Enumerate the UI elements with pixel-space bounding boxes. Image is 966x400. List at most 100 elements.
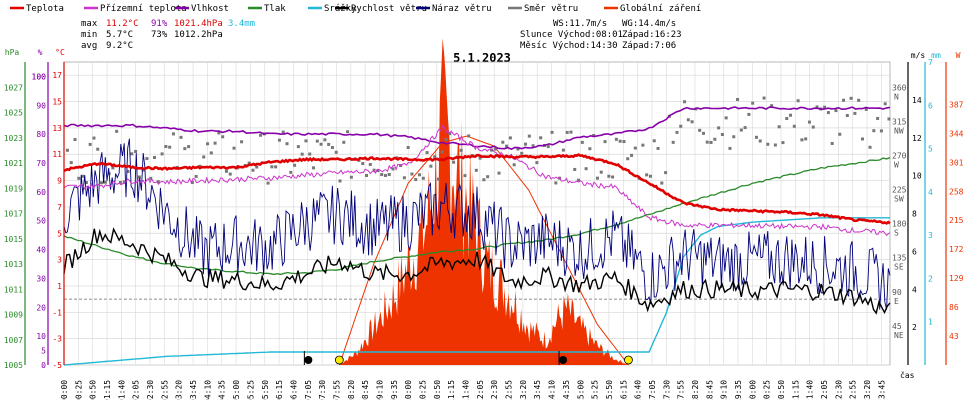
wind-direction-point [671, 140, 675, 144]
wind-direction-point [800, 138, 804, 142]
humidity-tick-label: 70 [36, 159, 46, 168]
wind-direction-point [645, 173, 649, 177]
wind-direction-point [361, 162, 365, 166]
wind-direction-point [122, 180, 126, 184]
temperature-tick-label: 17 [52, 71, 62, 80]
stats-max-hum: 91% [151, 19, 168, 29]
x-tick-label: 22:55 [849, 380, 858, 400]
wind-direction-point [198, 164, 202, 168]
wind-direction-point [421, 176, 425, 180]
wind-direction-point [217, 131, 221, 135]
x-tick-label: 04:10 [203, 380, 212, 400]
humidity-tick-label: 5 [41, 347, 46, 356]
wind-direction-point [705, 140, 709, 144]
wind-direction-point [633, 146, 637, 150]
wind-direction-point [368, 162, 372, 166]
temperature-axis-unit: °C [55, 48, 65, 57]
wind-direction-point [145, 157, 149, 161]
radiation-tick-label: 43 [949, 332, 959, 341]
wind-direction-point [387, 173, 391, 177]
legend: Teplota Přízemní teplota Vlhkost Tlak Sr… [10, 4, 701, 14]
wind-tick-label: 14 [912, 96, 922, 105]
x-tick-label: 00:00 [60, 380, 69, 400]
moon-rise: Měsíc Východ:14:30 [520, 41, 618, 51]
rain-tick-label: 1 [928, 318, 933, 327]
wind-direction-point [327, 142, 331, 146]
wind-direction-point [224, 169, 228, 173]
wind-direction-point [592, 133, 596, 137]
wind-direction-point [770, 104, 774, 108]
wind-direction-point [758, 139, 762, 143]
wind-direction-point [868, 145, 872, 149]
moon-marker [304, 356, 313, 364]
wind-direction-point [717, 126, 721, 130]
wind-direction-point [876, 116, 880, 120]
pressure-tick-label: 1025 [4, 109, 23, 118]
wind-direction-point [467, 134, 471, 138]
x-tick-label: 17:05 [648, 380, 657, 400]
wind-direction-point [887, 117, 891, 121]
pressure-tick-label: 1007 [4, 336, 23, 345]
wind-direction-point [630, 153, 634, 157]
wind-direction-point [418, 173, 422, 177]
x-tick-label: 08:45 [361, 380, 370, 400]
stats-avg-label: avg [81, 41, 97, 51]
x-tick-label: 05:50 [261, 380, 270, 400]
direction-tick-label: S [894, 229, 899, 238]
radiation-tick-label: 86 [949, 303, 959, 312]
wind-direction-point [429, 164, 433, 168]
wind-direction-point [459, 148, 463, 152]
pressure-tick-label: 1011 [4, 285, 23, 294]
x-tick-label: 05:25 [246, 380, 255, 400]
wind-direction-point [277, 138, 281, 142]
wind-direction-point [796, 99, 800, 103]
pressure-axis-unit: hPa [5, 48, 20, 57]
x-tick-label: 11:15 [447, 380, 456, 400]
wind-direction-point [187, 145, 191, 149]
legend-teplota: Teplota [26, 4, 64, 14]
humidity-tick-label: 60 [36, 188, 46, 197]
wind-direction-point [595, 176, 599, 180]
x-tick-label: 03:20 [175, 380, 184, 400]
x-tick-label: 10:50 [433, 380, 442, 400]
wind-direction-point [648, 174, 652, 178]
x-tick-label: 06:15 [275, 380, 284, 400]
wind-direction-point [584, 167, 588, 171]
wind-direction-point [879, 129, 883, 133]
series-naraz-vetru [63, 138, 891, 310]
direction-tick-number: 225 [892, 186, 907, 195]
wind-direction-point [118, 180, 122, 184]
wind-direction-point [569, 130, 573, 134]
wind-direction-point [516, 147, 520, 151]
wind-direction-point [251, 168, 255, 172]
temperature-tick-label: 9 [57, 177, 62, 186]
stats-max-press: 1021.4hPa [174, 19, 223, 29]
x-tick-label: 16:40 [634, 380, 643, 400]
x-tick-label: 04:35 [218, 380, 227, 400]
pressure-tick-label: 1021 [4, 159, 23, 168]
wind-direction-point [149, 176, 153, 180]
wind-direction-point [739, 128, 743, 132]
series-tlak [63, 156, 891, 276]
plot-series [63, 38, 891, 366]
wind-direction-point [883, 102, 887, 106]
pressure-tick-label: 1009 [4, 311, 23, 320]
wind-direction-point [683, 100, 687, 104]
wind-direction-point [160, 152, 164, 156]
stats-min-press: 1012.2hPa [174, 30, 223, 40]
x-tick-label: 19:10 [720, 380, 729, 400]
humidity-tick-label: 0 [41, 361, 46, 370]
sun-moon-markers [303, 351, 633, 365]
wind-direction-point [732, 135, 736, 139]
series-srazky [63, 217, 890, 366]
x-tick-label: 23:45 [877, 380, 886, 400]
radiation-tick-label: 258 [949, 187, 964, 196]
wind-direction-point [304, 139, 308, 143]
wind-direction-point [436, 177, 440, 181]
wind-direction-point [766, 142, 770, 146]
wind-direction-point [293, 163, 297, 167]
radiation-tick-label: 215 [949, 216, 964, 225]
wind-direction-point [179, 135, 183, 139]
wind-direction-point [618, 139, 622, 143]
